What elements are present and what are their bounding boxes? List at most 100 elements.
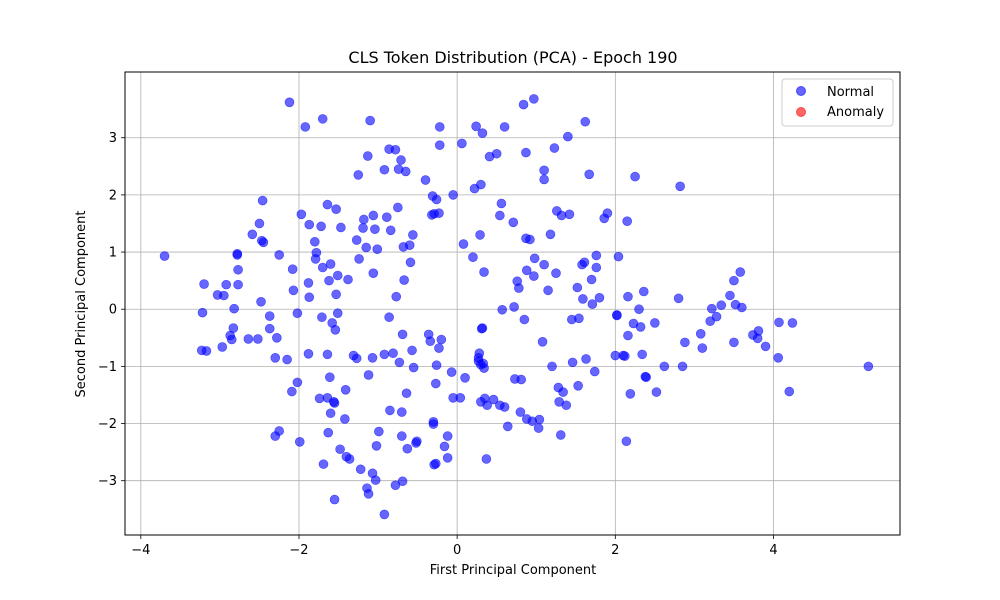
- scatter-point-normal: [584, 169, 595, 180]
- scatter-point-normal: [455, 393, 466, 403]
- scatter-point-normal: [264, 323, 275, 334]
- scatter-point-normal: [310, 254, 321, 264]
- data-points: [159, 94, 874, 520]
- scatter-point-normal: [247, 229, 258, 240]
- scatter-point-normal: [402, 443, 413, 454]
- y-tick-label: 0: [109, 303, 117, 318]
- scatter-point-normal: [468, 252, 478, 263]
- scatter-point-normal: [695, 328, 706, 339]
- scatter-point-normal: [229, 303, 239, 314]
- scatter-point-normal: [316, 221, 326, 232]
- y-tick-label: 2: [109, 188, 117, 203]
- scatter-point-normal: [304, 292, 315, 303]
- scatter-point-normal: [446, 367, 457, 377]
- scatter-point-normal: [294, 437, 305, 447]
- scatter-point-normal: [539, 259, 549, 270]
- scatter-point-normal: [482, 400, 492, 411]
- scatter-point-normal: [258, 237, 269, 248]
- scatter-point-normal: [199, 279, 209, 289]
- scatter-point-normal: [623, 291, 633, 302]
- scatter-point-normal: [391, 291, 402, 302]
- scatter-point-normal: [659, 361, 670, 372]
- x-tick-label: 4: [769, 543, 777, 558]
- scatter-point-normal: [439, 441, 450, 452]
- scatter-point-normal: [539, 165, 549, 176]
- scatter-point-normal: [317, 114, 328, 124]
- scatter-point-normal: [368, 210, 379, 221]
- scatter-point-normal: [488, 394, 499, 405]
- scatter-point-normal: [697, 343, 708, 353]
- scatter-point-normal: [499, 122, 510, 132]
- scatter-point-normal: [431, 194, 442, 205]
- scatter-point-normal: [287, 386, 297, 397]
- scatter-point-normal: [677, 361, 688, 372]
- scatter-point-normal: [521, 147, 531, 158]
- scatter-point-normal: [228, 323, 239, 333]
- scatter-point-normal: [650, 318, 660, 328]
- scatter-point-normal: [396, 407, 407, 417]
- scatter-point-normal: [431, 360, 442, 371]
- scatter-point-normal: [514, 283, 524, 293]
- scatter-point-normal: [434, 122, 445, 132]
- scatter-point-normal: [363, 370, 374, 380]
- scatter-point-normal: [581, 354, 591, 364]
- scatter-point-normal: [460, 373, 470, 383]
- scatter-point-normal: [602, 208, 613, 218]
- scatter-point-normal: [564, 209, 575, 220]
- scatter-point-normal: [673, 293, 684, 304]
- scatter-point-normal: [365, 115, 375, 126]
- scatter-point-normal: [634, 304, 644, 315]
- scatter-point-normal: [385, 225, 396, 236]
- scatter-point-normal: [394, 357, 405, 368]
- scatter-point-normal: [381, 212, 392, 222]
- scatter-point-normal: [317, 262, 328, 273]
- scatter-point-normal: [397, 476, 408, 487]
- scatter-point-normal: [519, 314, 530, 325]
- scatter-point-normal: [351, 235, 362, 245]
- scatter-point-normal: [282, 354, 292, 365]
- scatter-point-normal: [479, 363, 489, 373]
- scatter-point-normal: [243, 334, 254, 344]
- scatter-point-normal: [217, 342, 228, 352]
- scatter-point-normal: [304, 219, 315, 230]
- y-tick-label: 1: [109, 246, 117, 261]
- scatter-point-normal: [458, 239, 469, 249]
- scatter-point-normal: [270, 353, 281, 363]
- scatter-point-normal: [303, 349, 314, 359]
- y-tick-label: −3: [98, 474, 117, 489]
- scatter-point-normal: [393, 202, 403, 213]
- scatter-point-normal: [428, 417, 439, 427]
- scatter-point-normal: [622, 216, 632, 226]
- scatter-point-normal: [367, 353, 378, 363]
- scatter-point-normal: [363, 489, 374, 499]
- scatter-point-normal: [476, 179, 486, 190]
- scatter-point-normal: [573, 381, 583, 391]
- scatter-point-normal: [675, 181, 685, 192]
- scatter-point-normal: [323, 427, 334, 438]
- scatter-point-normal: [264, 311, 275, 321]
- scatter-point-normal: [272, 332, 282, 343]
- scatter-point-normal: [368, 268, 379, 279]
- scatter-point-normal: [436, 334, 447, 345]
- x-tick-label: 2: [611, 543, 619, 558]
- scatter-point-normal: [408, 230, 418, 240]
- scatter-point-normal: [361, 242, 371, 253]
- scatter-point-normal: [623, 330, 633, 341]
- legend-marker-anomaly: [796, 107, 806, 117]
- scatter-point-normal: [400, 166, 411, 177]
- scatter-point-normal: [396, 431, 407, 441]
- scatter-point-normal: [735, 267, 746, 277]
- scatter-point-normal: [340, 414, 350, 424]
- scatter-point-normal: [303, 278, 314, 288]
- scatter-point-normal: [353, 170, 364, 180]
- scatter-point-normal: [729, 275, 739, 286]
- scatter-point-normal: [551, 268, 561, 279]
- scatter-point-normal: [232, 250, 243, 260]
- scatter-point-normal: [496, 198, 507, 209]
- scatter-point-normal: [555, 430, 566, 440]
- x-tick-label: −2: [289, 543, 308, 558]
- scatter-point-normal: [355, 464, 366, 475]
- scatter-point-normal: [325, 408, 336, 419]
- scatter-point-normal: [430, 458, 441, 469]
- scatter-point-normal: [711, 311, 722, 322]
